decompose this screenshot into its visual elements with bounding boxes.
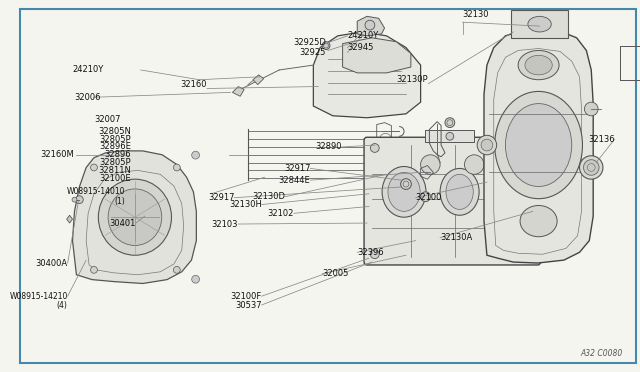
- Polygon shape: [67, 215, 72, 223]
- Ellipse shape: [440, 169, 479, 215]
- Ellipse shape: [498, 178, 519, 205]
- Text: 32945: 32945: [348, 43, 374, 52]
- Text: 32100F: 32100F: [230, 292, 262, 301]
- Text: 32890: 32890: [315, 142, 342, 151]
- Ellipse shape: [465, 155, 484, 174]
- Circle shape: [90, 266, 97, 273]
- Text: 32130P: 32130P: [397, 75, 428, 84]
- Text: 32103: 32103: [212, 219, 238, 228]
- Ellipse shape: [446, 174, 473, 209]
- Text: 32917: 32917: [284, 164, 310, 173]
- Text: 32844E: 32844E: [278, 176, 310, 185]
- FancyBboxPatch shape: [364, 137, 541, 265]
- Circle shape: [76, 196, 83, 203]
- Circle shape: [525, 144, 534, 153]
- Text: W08915-14010: W08915-14010: [67, 187, 125, 196]
- Circle shape: [584, 102, 598, 116]
- Polygon shape: [314, 32, 420, 118]
- Circle shape: [446, 132, 454, 140]
- Text: 32100: 32100: [416, 193, 442, 202]
- Text: 32100E: 32100E: [99, 174, 131, 183]
- Text: 32925D: 32925D: [293, 38, 326, 47]
- Text: 32805P: 32805P: [99, 135, 131, 144]
- Text: 30401: 30401: [109, 219, 136, 228]
- Text: 32917: 32917: [208, 193, 234, 202]
- Text: 32805P: 32805P: [99, 158, 131, 167]
- Text: 24210Y: 24210Y: [72, 65, 104, 74]
- Text: 32005: 32005: [322, 269, 349, 278]
- Text: 32805N: 32805N: [98, 127, 131, 136]
- Circle shape: [387, 181, 396, 191]
- Text: 32006: 32006: [74, 93, 101, 102]
- Circle shape: [173, 266, 180, 273]
- Polygon shape: [232, 87, 244, 96]
- Polygon shape: [484, 30, 593, 263]
- Text: 32102: 32102: [268, 209, 294, 218]
- Bar: [511, 10, 568, 38]
- Polygon shape: [342, 38, 411, 73]
- Text: A32 C0080: A32 C0080: [580, 349, 623, 357]
- Circle shape: [322, 42, 330, 49]
- Text: 30537: 30537: [235, 301, 262, 310]
- Circle shape: [72, 197, 77, 202]
- Circle shape: [192, 151, 200, 159]
- Text: 32896E: 32896E: [99, 142, 131, 151]
- Circle shape: [580, 156, 603, 179]
- Text: 32160: 32160: [180, 80, 207, 89]
- Circle shape: [481, 139, 493, 151]
- Ellipse shape: [495, 92, 582, 199]
- Circle shape: [445, 118, 455, 128]
- Text: 24210Y: 24210Y: [348, 31, 379, 40]
- Ellipse shape: [388, 172, 420, 211]
- Circle shape: [90, 164, 97, 171]
- Circle shape: [192, 275, 200, 283]
- Text: 32811N: 32811N: [98, 166, 131, 175]
- Polygon shape: [72, 151, 196, 283]
- Text: 32130A: 32130A: [440, 233, 472, 242]
- Ellipse shape: [382, 167, 426, 217]
- Ellipse shape: [108, 189, 162, 246]
- Bar: [426, 131, 474, 142]
- Circle shape: [371, 250, 379, 259]
- Ellipse shape: [518, 51, 559, 80]
- Ellipse shape: [525, 55, 552, 75]
- Text: 32130: 32130: [463, 10, 489, 19]
- Circle shape: [420, 192, 430, 202]
- Circle shape: [584, 160, 599, 175]
- Circle shape: [387, 166, 396, 175]
- Text: 32130H: 32130H: [229, 200, 262, 209]
- Ellipse shape: [528, 16, 551, 32]
- Circle shape: [401, 179, 412, 189]
- Ellipse shape: [99, 179, 172, 255]
- Circle shape: [477, 135, 497, 155]
- Circle shape: [499, 238, 508, 247]
- Text: W08915-14210: W08915-14210: [9, 292, 68, 301]
- Text: 32396: 32396: [357, 248, 384, 257]
- Ellipse shape: [506, 104, 572, 186]
- Polygon shape: [357, 16, 385, 36]
- Ellipse shape: [520, 205, 557, 237]
- Text: 32130D: 32130D: [252, 192, 285, 201]
- Text: 32136: 32136: [588, 135, 614, 144]
- Text: (4): (4): [57, 301, 68, 310]
- Circle shape: [371, 144, 379, 153]
- Circle shape: [358, 28, 366, 36]
- Text: (1): (1): [115, 197, 125, 206]
- Circle shape: [173, 164, 180, 171]
- Circle shape: [525, 250, 534, 259]
- Text: 32925: 32925: [300, 48, 326, 57]
- Circle shape: [365, 20, 375, 30]
- Text: 32896: 32896: [104, 150, 131, 159]
- Polygon shape: [253, 75, 264, 84]
- Ellipse shape: [420, 155, 440, 174]
- Text: 32160M: 32160M: [41, 150, 74, 159]
- Text: 30400A: 30400A: [35, 259, 68, 267]
- Text: 32007: 32007: [95, 115, 121, 124]
